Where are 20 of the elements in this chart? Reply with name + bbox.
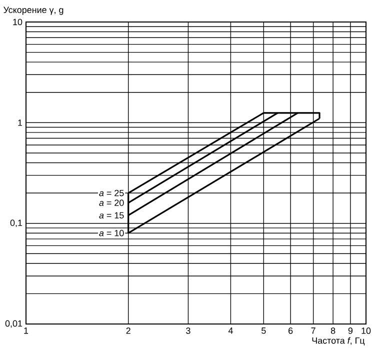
x-tick-label: 6 [288,328,293,334]
x-tick-label: 4 [228,328,233,334]
y-tick-label: 10 [13,18,22,26]
y-tick-label: 0,1 [10,220,22,228]
x-axis-title: Частота f, Гц [312,337,365,346]
x-tick-label: 5 [262,328,266,334]
y-tick-label: 0,01 [5,320,22,328]
x-tick-label: 9 [348,328,353,334]
series-label: a = 20 [99,200,124,206]
x-tick-label: 3 [186,328,190,334]
x-tick-label: 7 [311,328,316,334]
series-label: a = 25 [99,190,124,196]
x-tick-label: 10 [362,328,371,334]
x-tick-label: 2 [126,328,130,334]
x-tick-label: 8 [330,328,336,334]
y-axis-title: Ускорение γ, g [4,6,64,15]
y-tick-label: 1 [18,120,22,126]
series-label: a = 10 [99,230,124,236]
series-label: a = 15 [99,212,124,218]
x-tick-label: 1 [24,328,28,334]
